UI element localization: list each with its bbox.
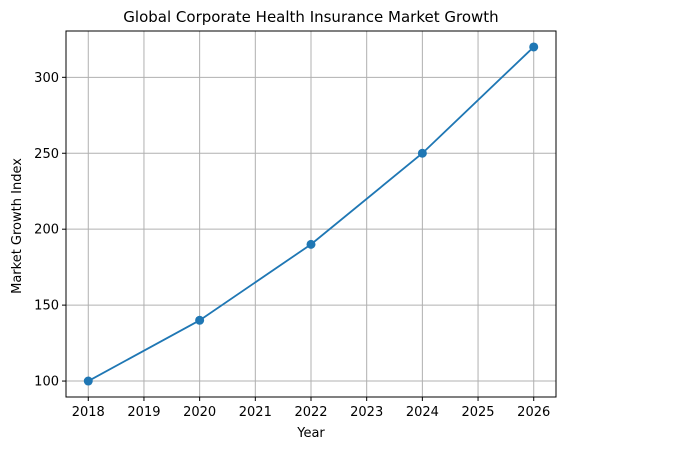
x-tick-label: 2025 (461, 405, 494, 420)
x-tick-label: 2024 (406, 405, 439, 420)
data-point (306, 239, 316, 249)
x-axis-label: Year (296, 426, 325, 441)
data-point (83, 376, 93, 386)
x-tick-label: 2020 (183, 405, 216, 420)
x-tick-label: 2018 (72, 405, 105, 420)
y-tick-label: 150 (34, 299, 59, 314)
x-tick-label: 2022 (294, 405, 327, 420)
data-point (195, 315, 205, 325)
y-tick-label: 300 (34, 71, 59, 86)
chart-title: Global Corporate Health Insurance Market… (123, 8, 498, 26)
y-axis-label: Market Growth Index (10, 158, 25, 294)
x-tick-label: 2019 (127, 405, 160, 420)
plot-frame (65, 30, 557, 398)
data-point (417, 148, 427, 158)
y-tick-label: 250 (34, 147, 59, 162)
y-tick-label: 200 (34, 223, 59, 238)
y-tick-label: 100 (34, 375, 59, 390)
x-tick-label: 2026 (517, 405, 550, 420)
x-tick-label: 2023 (350, 405, 383, 420)
data-point (529, 42, 539, 52)
x-tick-label: 2021 (239, 405, 272, 420)
